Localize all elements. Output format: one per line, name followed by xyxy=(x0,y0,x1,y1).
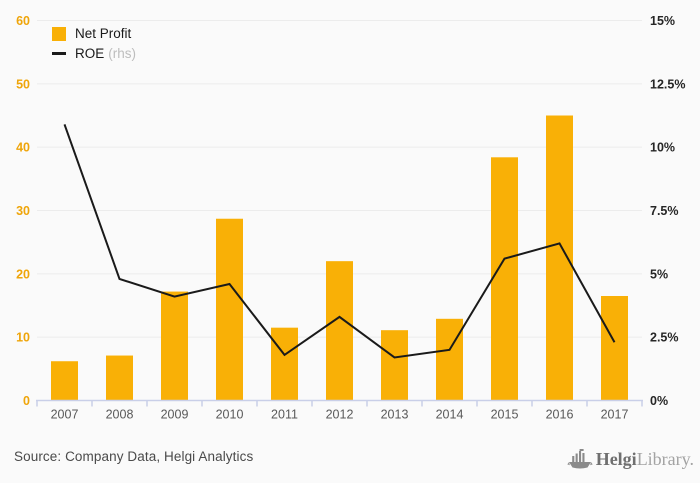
legend-item-roe: ROE (rhs) xyxy=(52,46,136,61)
left-axis-label: 60 xyxy=(16,14,30,28)
x-axis-label: 2014 xyxy=(436,408,464,422)
left-axis-label: 10 xyxy=(16,331,30,345)
bar-2013 xyxy=(381,330,408,401)
x-axis-label: 2007 xyxy=(51,408,79,422)
bar-2009 xyxy=(161,291,188,401)
legend-note-rhs: (rhs) xyxy=(108,46,137,61)
net-profit-swatch-icon xyxy=(52,26,66,41)
bar-2016 xyxy=(546,115,573,401)
left-axis-label: 20 xyxy=(16,267,30,281)
bar-2012 xyxy=(326,261,353,401)
x-axis-label: 2015 xyxy=(491,408,519,422)
right-axis-label: 15% xyxy=(650,14,675,28)
x-axis-label: 2017 xyxy=(601,408,629,422)
logo-library: Library. xyxy=(636,449,694,469)
logo-helgi: Helgi xyxy=(595,449,637,469)
bar-2011 xyxy=(271,327,298,401)
viking-ship-icon xyxy=(566,449,593,469)
right-axis-label: 7.5% xyxy=(650,204,679,218)
x-axis-label: 2012 xyxy=(326,408,354,422)
x-axis-label: 2016 xyxy=(546,408,574,422)
x-axis-label: 2008 xyxy=(106,408,134,422)
bar-2010 xyxy=(216,218,243,401)
roe-line-swatch-icon xyxy=(52,52,66,55)
legend-item-net-profit: Net Profit xyxy=(52,26,136,41)
bar-2008 xyxy=(106,355,133,401)
legend-label-roe: ROE (rhs) xyxy=(75,46,137,61)
bar-line-chart: 0 10 20 30 40 50 60 0% 2.5% 5% 7.5% 10% 12.5% 15% 2007… xyxy=(16,14,685,422)
bar-2007 xyxy=(51,361,78,401)
chart-area: 0 10 20 30 40 50 60 0% 2.5% 5% 7.5% 10% 12.5% 15% 2007… xyxy=(16,14,685,422)
left-axis-label: 30 xyxy=(16,204,30,218)
roe-line xyxy=(63,124,616,359)
bar-2017 xyxy=(601,296,628,401)
right-axis-label: 12.5% xyxy=(650,77,685,91)
bar-2015 xyxy=(491,157,518,401)
right-axis-label: 5% xyxy=(650,267,668,281)
right-axis-label: 0% xyxy=(650,394,668,408)
right-axis-label: 10% xyxy=(650,141,675,155)
left-axis-label: 0 xyxy=(23,394,30,408)
helgi-library-logo: HelgiLibrary. xyxy=(566,447,694,471)
x-axis-label: 2011 xyxy=(271,408,298,422)
legend-label-net-profit: Net Profit xyxy=(75,26,132,41)
x-axis-label: 2010 xyxy=(216,408,244,422)
right-axis-label: 2.5% xyxy=(650,331,679,345)
left-axis-label: 40 xyxy=(16,141,30,155)
source-text: Source: Company Data, Helgi Analytics xyxy=(14,449,254,464)
logo-wordmark: HelgiLibrary. xyxy=(596,448,694,470)
x-axis-label: 2013 xyxy=(381,408,409,422)
chart-legend: Net Profit ROE (rhs) xyxy=(52,26,136,61)
left-axis-label: 50 xyxy=(16,77,30,91)
bar-2014 xyxy=(436,318,463,401)
chart-footer: Source: Company Data, Helgi Analytics He… xyxy=(0,440,700,483)
x-axis-label: 2009 xyxy=(161,408,189,422)
